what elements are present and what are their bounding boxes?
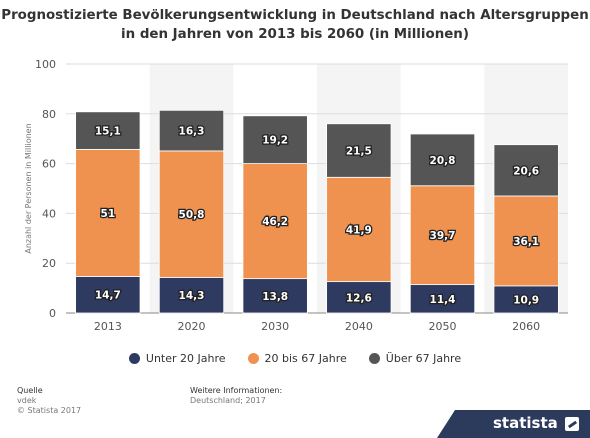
bar-segment: [75, 149, 141, 277]
data-label: 10,9: [513, 294, 539, 306]
bar-segment: [409, 284, 476, 314]
data-label: 11,4: [430, 294, 456, 306]
data-label: 41,9: [346, 224, 372, 236]
chart-title-line-1: Prognostizierte Bevölkerungsentwicklung …: [1, 8, 589, 23]
y-tick-label: 60: [42, 158, 56, 171]
legend-label-20bis67: 20 bis 67 Jahre: [264, 351, 347, 365]
legend-marker-unter20: [128, 352, 140, 364]
data-label: 21,5: [346, 146, 372, 158]
legend-label-ueber67: Über 67 Jahre: [385, 351, 462, 365]
statista-icon: [565, 417, 579, 431]
y-tick-label: 20: [42, 257, 56, 270]
data-label: 46,2: [262, 216, 288, 228]
bar-segment: [158, 150, 225, 278]
chart-title-line-2: in den Jahren von 2013 bis 2060 (in Mill…: [121, 27, 469, 42]
brand-name: statista: [493, 414, 558, 432]
bar-segment: [242, 163, 308, 280]
source-name[interactable]: vdek: [17, 396, 37, 405]
bar-segment: [409, 185, 476, 286]
source-block: Quelle vdek © Statista 2017: [17, 386, 81, 416]
bar-segment: [158, 109, 225, 152]
data-label: 20,8: [430, 155, 456, 167]
data-label: 16,3: [179, 126, 205, 138]
y-tick-label: 80: [42, 108, 56, 121]
legend-item-ueber67[interactable]: Über 67 Jahre: [368, 350, 462, 366]
x-tick-label: 2060: [512, 320, 540, 333]
data-label: 15,1: [95, 126, 121, 138]
bar-segment: [493, 195, 559, 287]
copyright-text: © Statista 2017: [17, 406, 82, 415]
x-tick-label: 2050: [429, 320, 457, 333]
bar-segment: [242, 115, 308, 164]
data-label: 51: [101, 208, 116, 220]
data-label: 12,6: [346, 292, 372, 304]
bar-segment: [409, 133, 476, 187]
bar-segment: [242, 278, 308, 314]
legend-label-unter20: Unter 20 Jahre: [145, 351, 226, 365]
x-tick-label: 2013: [94, 320, 122, 333]
legend-marker-20bis67: [247, 352, 259, 364]
y-tick-label: 0: [49, 307, 56, 320]
x-tick-label: 2020: [178, 320, 206, 333]
source-heading: Quelle: [17, 386, 43, 395]
bar-segment: [75, 275, 141, 314]
legend-item-unter20[interactable]: Unter 20 Jahre: [128, 350, 226, 366]
chart-title: Prognostizierte Bevölkerungsentwicklung …: [0, 6, 590, 44]
legend-item-20bis67[interactable]: 20 bis 67 Jahre: [247, 350, 347, 366]
data-label: 20,6: [513, 165, 539, 177]
x-tick-label: 2040: [345, 320, 373, 333]
data-label: 13,8: [262, 291, 288, 303]
data-label: 36,1: [513, 236, 539, 248]
data-label: 14,3: [179, 290, 205, 302]
data-label: 19,2: [262, 135, 288, 147]
info-text: Deutschland; 2017: [190, 396, 266, 405]
bar-segment: [326, 176, 392, 283]
bar-segment: [493, 144, 559, 197]
info-block: Weitere Informationen: Deutschland; 2017: [190, 386, 282, 406]
bar-segment: [326, 281, 392, 314]
bar-segment: [75, 111, 141, 150]
bar-segment: [158, 276, 225, 314]
legend: Unter 20 Jahre 20 bis 67 Jahre Über 67 J…: [0, 350, 590, 366]
data-label: 50,8: [179, 209, 205, 221]
y-axis-title: Anzahl der Personen in Millionen: [24, 123, 33, 253]
statista-logo[interactable]: statista: [437, 410, 590, 438]
legend-marker-ueber67: [368, 352, 380, 364]
data-label: 39,7: [430, 230, 456, 242]
bar-segment: [493, 285, 559, 314]
x-tick-label: 2030: [261, 320, 289, 333]
y-tick-label: 100: [35, 58, 56, 71]
info-heading[interactable]: Weitere Informationen:: [190, 386, 283, 395]
data-label: 14,7: [95, 290, 121, 302]
y-tick-label: 40: [42, 207, 56, 220]
bar-segment: [326, 123, 392, 178]
